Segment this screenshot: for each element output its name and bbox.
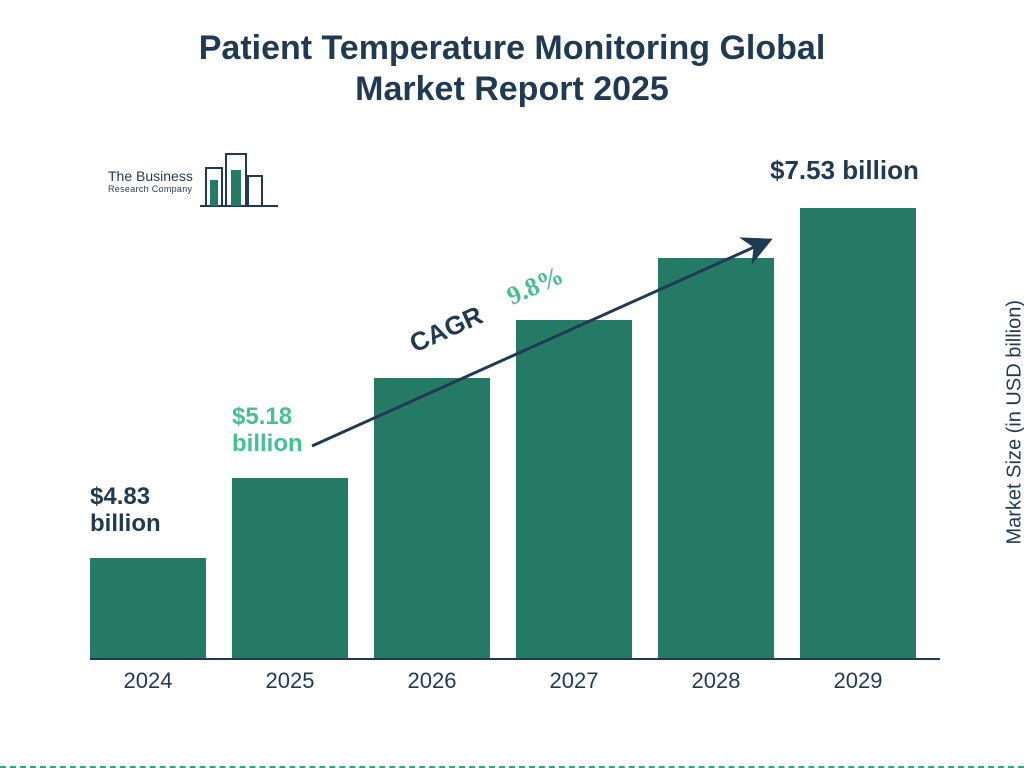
y-axis-label: Market Size (in USD billion) xyxy=(1004,300,1024,545)
x-axis-line xyxy=(90,658,940,660)
chart-title: Patient Temperature Monitoring Global Ma… xyxy=(0,28,1024,110)
xlabel-2029: 2029 xyxy=(800,668,916,694)
callout-2029: $7.53 billion xyxy=(770,156,919,186)
xlabel-2024: 2024 xyxy=(90,668,206,694)
xlabel-2027: 2027 xyxy=(516,668,632,694)
xlabel-2026: 2026 xyxy=(374,668,490,694)
title-line-1: Patient Temperature Monitoring Global xyxy=(0,28,1024,69)
bar-chart: $4.83 billion $5.18 billion $7.53 billio… xyxy=(90,170,940,700)
chart-canvas: Patient Temperature Monitoring Global Ma… xyxy=(0,0,1024,768)
xlabel-2028: 2028 xyxy=(658,668,774,694)
bars-container: $4.83 billion $5.18 billion $7.53 billio… xyxy=(90,198,940,658)
xlabel-2025: 2025 xyxy=(232,668,348,694)
trend-arrow-icon xyxy=(90,198,940,658)
title-line-2: Market Report 2025 xyxy=(0,69,1024,110)
callout-2029-l1: $7.53 billion xyxy=(770,156,919,186)
